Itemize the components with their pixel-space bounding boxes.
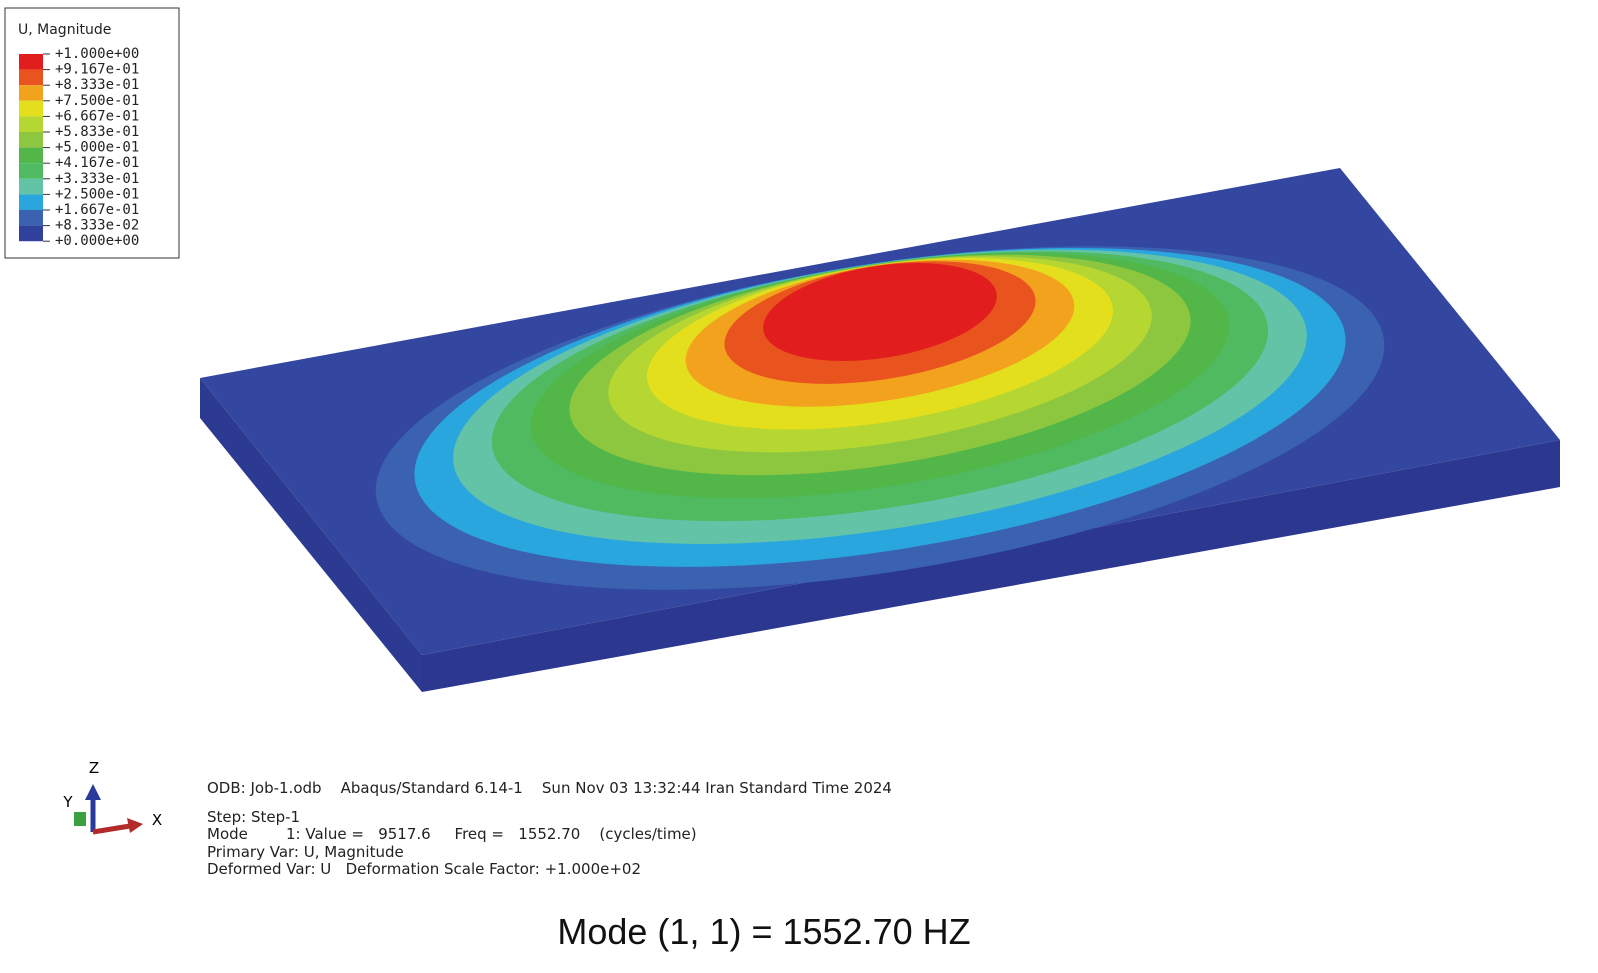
- contours: [375, 246, 1385, 590]
- legend-label: +8.333e-01: [55, 77, 139, 93]
- x-arrow: [127, 818, 143, 833]
- legend-swatch: [19, 210, 43, 226]
- legend-label: +7.500e-01: [55, 93, 139, 109]
- z-arrow: [85, 784, 101, 800]
- legend-label: +8.333e-02: [55, 218, 139, 234]
- legend-swatch: [19, 54, 43, 70]
- legend-swatch: [19, 132, 43, 148]
- legend-swatch: [19, 69, 43, 86]
- legend-swatch: [19, 194, 43, 210]
- legend-label: +3.333e-01: [55, 171, 139, 187]
- legend-swatch: [19, 100, 43, 117]
- legend-label: +0.000e+00: [55, 233, 139, 249]
- legend-swatch: [19, 147, 43, 164]
- legend-label: +1.667e-01: [55, 202, 139, 218]
- legend: +1.000e+00+9.167e-01+8.333e-01+7.500e-01…: [19, 46, 139, 249]
- legend-swatch: [19, 163, 43, 179]
- info-line: Primary Var: U, Magnitude: [207, 843, 404, 861]
- triad-x: X: [152, 811, 162, 829]
- info: ODB: Job-1.odb Abaqus/Standard 6.14-1 Su…: [207, 779, 892, 878]
- plate-left-side: [200, 378, 422, 692]
- info-line: Step: Step-1: [207, 808, 300, 826]
- triad: Z Y X: [62, 759, 162, 835]
- contour-band: [763, 262, 997, 362]
- info-line: Deformed Var: U Deformation Scale Factor…: [207, 860, 641, 878]
- legend-swatch: [19, 178, 43, 195]
- legend-label: +5.000e-01: [55, 140, 139, 156]
- legend-label: +2.500e-01: [55, 186, 139, 202]
- legend-swatch: [19, 85, 43, 101]
- info-line: ODB: Job-1.odb Abaqus/Standard 6.14-1 Su…: [207, 779, 892, 797]
- triad-y: Y: [62, 793, 73, 811]
- y-axis: [74, 812, 86, 826]
- legend-label: +6.667e-01: [55, 108, 139, 124]
- legend-label: +1.000e+00: [55, 46, 139, 62]
- legend-label: +9.167e-01: [55, 62, 139, 78]
- legend-swatch: [19, 225, 43, 242]
- x-axis: [92, 823, 131, 835]
- plate-front-side: [422, 440, 1560, 692]
- legend-label: +4.167e-01: [55, 155, 139, 171]
- info-line: Mode 1: Value = 9517.6 Freq = 1552.70 (c…: [207, 825, 697, 843]
- legend-label: +5.833e-01: [55, 124, 139, 140]
- triad-z: Z: [89, 759, 99, 777]
- caption: Mode (1, 1) = 1552.70 HZ: [557, 911, 970, 952]
- legend-title: U, Magnitude: [18, 22, 111, 38]
- legend-swatch: [19, 116, 43, 132]
